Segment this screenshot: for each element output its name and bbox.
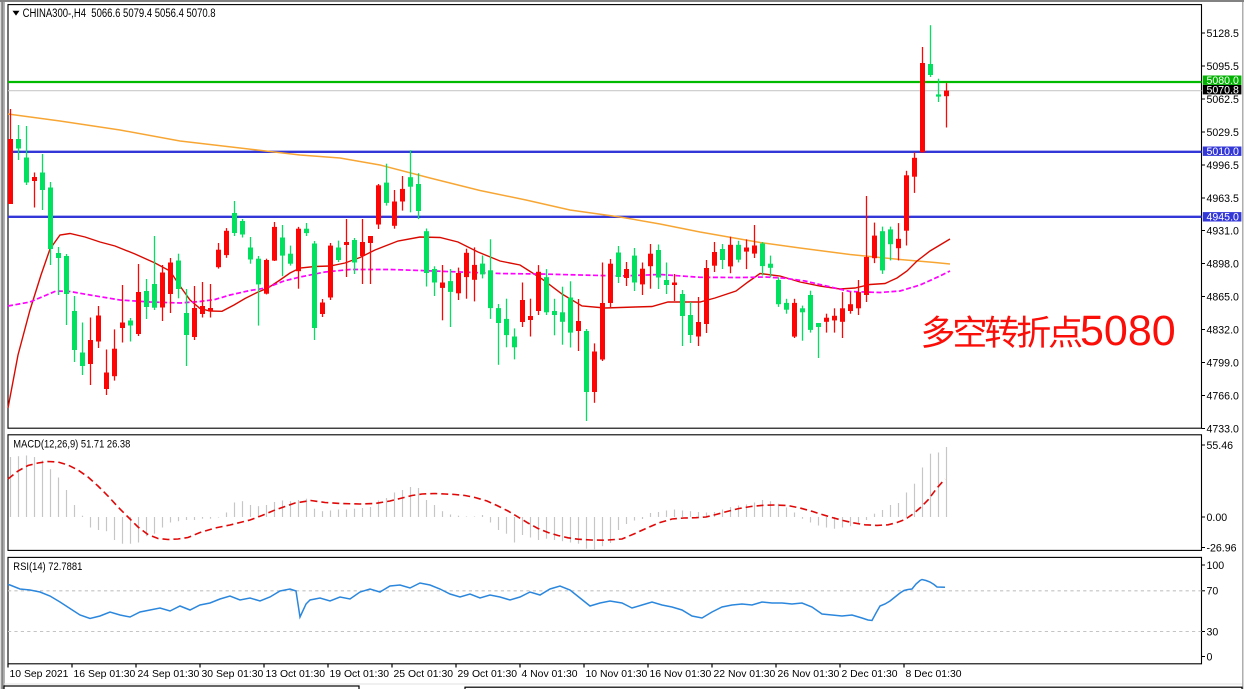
svg-text:25 Oct 01:30: 25 Oct 01:30 [394, 669, 454, 680]
svg-text:10 Nov 01:30: 10 Nov 01:30 [586, 669, 648, 680]
svg-text:26 Nov 01:30: 26 Nov 01:30 [778, 669, 840, 680]
svg-text:16 Sep 01:30: 16 Sep 01:30 [74, 669, 136, 680]
svg-text:4996.5: 4996.5 [1207, 160, 1240, 172]
svg-text:5070.8: 5070.8 [1207, 85, 1240, 97]
svg-text:0: 0 [1207, 651, 1213, 663]
svg-text:16 Nov 01:30: 16 Nov 01:30 [650, 669, 712, 680]
svg-text:55.46: 55.46 [1207, 440, 1234, 452]
svg-text:4766.0: 4766.0 [1207, 390, 1240, 402]
svg-text:2 Dec 01:30: 2 Dec 01:30 [842, 669, 898, 680]
svg-text:8 Dec 01:30: 8 Dec 01:30 [906, 669, 962, 680]
svg-text:29 Oct 01:30: 29 Oct 01:30 [458, 669, 518, 680]
svg-text:22 Nov 01:30: 22 Nov 01:30 [714, 669, 776, 680]
svg-text:5029.5: 5029.5 [1207, 127, 1240, 139]
svg-text:5062.5: 5062.5 [1207, 94, 1240, 106]
svg-text:5010.0: 5010.0 [1207, 146, 1240, 158]
svg-text:30 Sep 01:30: 30 Sep 01:30 [202, 669, 264, 680]
svg-text:70: 70 [1207, 586, 1219, 598]
svg-text:24 Sep 01:30: 24 Sep 01:30 [138, 669, 200, 680]
svg-text:10 Sep 2021: 10 Sep 2021 [10, 669, 69, 680]
svg-text:4931.0: 4931.0 [1207, 225, 1240, 237]
svg-text:13 Oct 01:30: 13 Oct 01:30 [266, 669, 326, 680]
svg-text:CHINA300-,H4 5066.6 5079.4 50: CHINA300-,H4 5066.6 5079.4 5056.4 5070.8 [23, 6, 216, 20]
svg-text:5095.5: 5095.5 [1207, 61, 1240, 73]
svg-text:100: 100 [1207, 560, 1225, 572]
svg-text:4733.0: 4733.0 [1207, 423, 1240, 435]
svg-text:5128.5: 5128.5 [1207, 28, 1240, 40]
svg-text:5080: 5080 [1080, 307, 1176, 355]
svg-text:4963.5: 4963.5 [1207, 193, 1240, 205]
svg-text:19 Oct 01:30: 19 Oct 01:30 [330, 669, 390, 680]
svg-text:0.00: 0.00 [1207, 512, 1228, 524]
svg-text:4865.0: 4865.0 [1207, 291, 1240, 303]
svg-text:4832.0: 4832.0 [1207, 324, 1240, 336]
svg-text:30: 30 [1207, 626, 1219, 638]
svg-text:-26.96: -26.96 [1207, 542, 1237, 554]
svg-text:5080.0: 5080.0 [1207, 75, 1240, 87]
svg-text:MACD(12,26,9) 51.71 26.38: MACD(12,26,9) 51.71 26.38 [13, 439, 130, 451]
svg-text:RSI(14) 72.7881: RSI(14) 72.7881 [13, 561, 82, 573]
svg-text:4 Nov 01:30: 4 Nov 01:30 [522, 669, 578, 680]
svg-text:4799.0: 4799.0 [1207, 357, 1240, 369]
svg-text:4945.0: 4945.0 [1207, 212, 1240, 224]
svg-text:4898.0: 4898.0 [1207, 258, 1240, 270]
